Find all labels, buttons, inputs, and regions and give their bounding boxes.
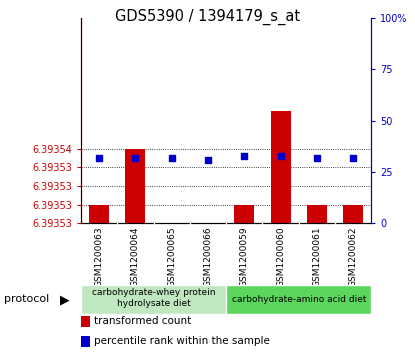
- FancyBboxPatch shape: [81, 285, 226, 314]
- Text: GSM1200061: GSM1200061: [312, 227, 322, 287]
- Text: GDS5390 / 1394179_s_at: GDS5390 / 1394179_s_at: [115, 9, 300, 25]
- Text: ▶: ▶: [59, 293, 69, 306]
- Bar: [307, 205, 327, 223]
- Text: GSM1200065: GSM1200065: [167, 227, 176, 287]
- FancyBboxPatch shape: [226, 285, 371, 314]
- Point: [168, 155, 175, 160]
- Text: GSM1200062: GSM1200062: [349, 227, 358, 287]
- Bar: [89, 205, 109, 223]
- Text: GSM1200060: GSM1200060: [276, 227, 285, 287]
- Text: protocol: protocol: [4, 294, 49, 305]
- Text: GSM1200063: GSM1200063: [95, 227, 104, 287]
- Text: GSM1200059: GSM1200059: [240, 227, 249, 287]
- Point: [205, 157, 211, 163]
- Bar: [198, 223, 218, 279]
- Point: [350, 155, 356, 160]
- Point: [277, 153, 284, 159]
- Text: carbohydrate-whey protein
hydrolysate diet: carbohydrate-whey protein hydrolysate di…: [92, 288, 215, 308]
- Point: [132, 155, 139, 160]
- Point: [241, 153, 248, 159]
- Text: GSM1200064: GSM1200064: [131, 227, 140, 287]
- Point: [96, 155, 103, 160]
- Bar: [125, 149, 145, 223]
- Text: carbohydrate-amino acid diet: carbohydrate-amino acid diet: [232, 295, 366, 304]
- Point: [314, 155, 320, 160]
- Text: transformed count: transformed count: [94, 316, 191, 326]
- Bar: [343, 205, 363, 223]
- Text: GSM1200066: GSM1200066: [203, 227, 212, 287]
- Bar: [162, 223, 182, 279]
- Text: percentile rank within the sample: percentile rank within the sample: [94, 336, 270, 346]
- Bar: [271, 111, 290, 223]
- Bar: [234, 205, 254, 223]
